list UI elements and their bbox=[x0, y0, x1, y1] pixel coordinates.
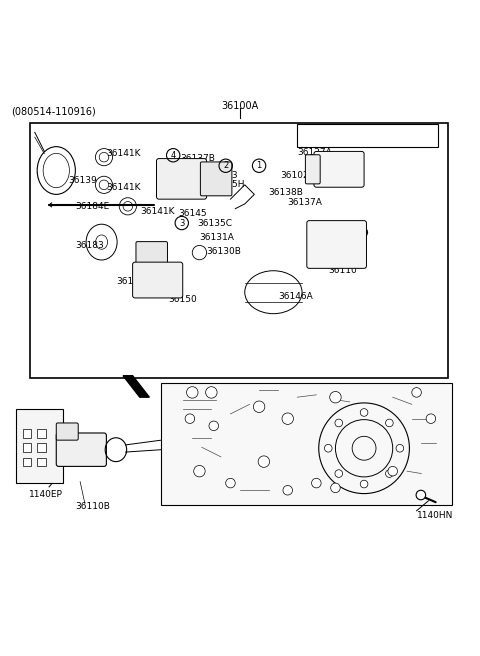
Circle shape bbox=[412, 388, 421, 397]
FancyBboxPatch shape bbox=[56, 423, 78, 440]
Text: 36112H: 36112H bbox=[307, 252, 342, 261]
Circle shape bbox=[312, 478, 321, 488]
Text: 1140HN: 1140HN bbox=[417, 510, 453, 520]
Text: 36141K: 36141K bbox=[140, 207, 174, 216]
Text: 36141K: 36141K bbox=[107, 150, 141, 158]
Text: (080514-110916): (080514-110916) bbox=[11, 106, 96, 116]
FancyBboxPatch shape bbox=[16, 409, 63, 483]
Circle shape bbox=[335, 419, 343, 427]
FancyBboxPatch shape bbox=[314, 152, 364, 187]
Text: 36170: 36170 bbox=[116, 277, 144, 286]
Circle shape bbox=[331, 483, 340, 493]
Circle shape bbox=[416, 490, 426, 500]
Circle shape bbox=[330, 392, 341, 403]
Text: 36135C: 36135C bbox=[197, 218, 232, 228]
Text: 3: 3 bbox=[179, 218, 184, 228]
FancyBboxPatch shape bbox=[297, 124, 438, 147]
Text: 36138B: 36138B bbox=[269, 188, 303, 197]
Text: 36127A: 36127A bbox=[297, 148, 332, 157]
Text: 36141K: 36141K bbox=[107, 183, 141, 192]
Text: 36150: 36150 bbox=[168, 295, 197, 304]
Circle shape bbox=[282, 413, 293, 424]
Text: 36146A: 36146A bbox=[278, 293, 313, 302]
Text: 36130B: 36130B bbox=[206, 247, 241, 256]
FancyBboxPatch shape bbox=[132, 262, 183, 298]
Circle shape bbox=[385, 470, 393, 478]
FancyBboxPatch shape bbox=[23, 443, 32, 452]
Circle shape bbox=[426, 414, 436, 423]
Circle shape bbox=[209, 421, 218, 430]
FancyBboxPatch shape bbox=[37, 443, 46, 452]
Circle shape bbox=[360, 480, 368, 488]
FancyBboxPatch shape bbox=[23, 429, 32, 438]
Text: THE NO.36140E : ①~④: THE NO.36140E : ①~④ bbox=[301, 136, 397, 145]
Text: 36199: 36199 bbox=[340, 229, 369, 238]
Text: 36139: 36139 bbox=[68, 176, 97, 184]
Circle shape bbox=[335, 470, 343, 478]
Circle shape bbox=[396, 445, 404, 452]
Text: 36110B: 36110B bbox=[75, 502, 110, 512]
Text: 36120: 36120 bbox=[326, 159, 355, 168]
Circle shape bbox=[253, 401, 265, 413]
FancyBboxPatch shape bbox=[136, 241, 168, 273]
FancyBboxPatch shape bbox=[307, 220, 366, 268]
Text: 36160: 36160 bbox=[149, 276, 178, 285]
FancyBboxPatch shape bbox=[37, 429, 46, 438]
Text: 36145: 36145 bbox=[178, 209, 206, 218]
FancyBboxPatch shape bbox=[161, 383, 452, 504]
Circle shape bbox=[194, 466, 205, 477]
Circle shape bbox=[226, 478, 235, 488]
Polygon shape bbox=[123, 376, 149, 397]
FancyBboxPatch shape bbox=[23, 458, 32, 466]
Text: 2: 2 bbox=[223, 161, 228, 171]
FancyBboxPatch shape bbox=[37, 458, 46, 466]
Text: 36182: 36182 bbox=[135, 260, 164, 270]
Text: 36137B: 36137B bbox=[180, 154, 215, 163]
Text: 36183: 36183 bbox=[75, 241, 104, 251]
Circle shape bbox=[360, 409, 368, 417]
FancyBboxPatch shape bbox=[56, 433, 107, 466]
Circle shape bbox=[258, 456, 270, 467]
Text: 36131A: 36131A bbox=[199, 233, 234, 242]
Circle shape bbox=[185, 414, 195, 423]
FancyBboxPatch shape bbox=[305, 155, 320, 184]
Text: 36155H: 36155H bbox=[209, 180, 244, 190]
FancyBboxPatch shape bbox=[30, 123, 447, 378]
Text: 4: 4 bbox=[170, 151, 176, 160]
Circle shape bbox=[283, 485, 292, 495]
Circle shape bbox=[385, 419, 393, 427]
Circle shape bbox=[388, 466, 397, 476]
Text: 1140EP: 1140EP bbox=[29, 489, 63, 499]
Circle shape bbox=[205, 386, 217, 398]
FancyBboxPatch shape bbox=[156, 159, 206, 199]
Text: 36102: 36102 bbox=[281, 171, 309, 180]
Circle shape bbox=[187, 386, 198, 398]
Text: 1: 1 bbox=[256, 161, 262, 171]
Text: 36110: 36110 bbox=[328, 266, 357, 276]
Text: 36143: 36143 bbox=[209, 171, 238, 180]
FancyBboxPatch shape bbox=[200, 162, 232, 195]
Text: NOTE: NOTE bbox=[301, 126, 324, 134]
Circle shape bbox=[324, 445, 332, 452]
Text: 36184E: 36184E bbox=[75, 202, 109, 211]
Text: 36137A: 36137A bbox=[288, 199, 323, 207]
Text: 36100A: 36100A bbox=[221, 101, 259, 112]
